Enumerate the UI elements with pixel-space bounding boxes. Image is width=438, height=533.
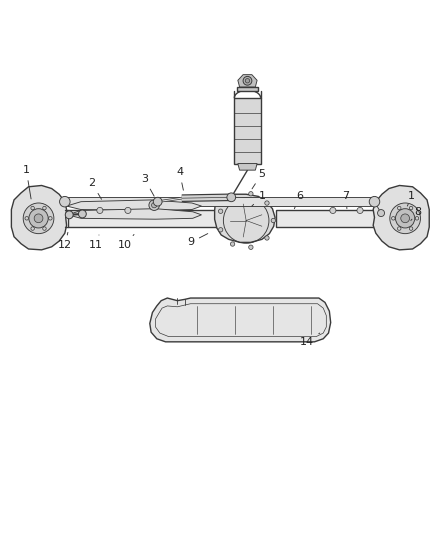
Text: 3: 3: [141, 174, 154, 196]
Circle shape: [230, 242, 235, 246]
Text: 7: 7: [343, 191, 350, 209]
Circle shape: [219, 228, 223, 232]
Text: 11: 11: [88, 235, 102, 251]
Text: 1: 1: [23, 165, 31, 199]
Circle shape: [230, 195, 235, 199]
Circle shape: [245, 78, 250, 83]
Text: 1: 1: [407, 191, 415, 206]
Circle shape: [390, 203, 420, 233]
Polygon shape: [67, 200, 201, 211]
Circle shape: [271, 219, 276, 223]
Polygon shape: [11, 185, 67, 250]
Circle shape: [243, 76, 252, 85]
Text: 5: 5: [252, 168, 265, 189]
Circle shape: [378, 209, 385, 216]
Text: 12: 12: [58, 232, 72, 251]
Text: 8: 8: [411, 207, 422, 221]
Circle shape: [357, 207, 363, 214]
Circle shape: [265, 236, 269, 240]
Text: 6: 6: [294, 191, 304, 209]
Polygon shape: [65, 197, 374, 206]
Circle shape: [97, 207, 103, 214]
Polygon shape: [238, 75, 257, 87]
Circle shape: [152, 203, 157, 208]
Circle shape: [60, 197, 70, 207]
Circle shape: [249, 245, 253, 249]
Text: 9: 9: [187, 233, 208, 247]
Polygon shape: [234, 98, 261, 164]
Circle shape: [153, 197, 162, 206]
Circle shape: [396, 209, 415, 228]
Circle shape: [249, 191, 253, 196]
Polygon shape: [68, 209, 201, 219]
Circle shape: [401, 214, 410, 223]
Polygon shape: [237, 87, 258, 91]
Circle shape: [23, 203, 54, 233]
Polygon shape: [68, 209, 217, 227]
Text: 1: 1: [252, 191, 265, 206]
Circle shape: [227, 193, 236, 201]
Text: 10: 10: [118, 235, 134, 251]
Text: 2: 2: [88, 178, 102, 199]
Circle shape: [125, 207, 131, 214]
Circle shape: [330, 207, 336, 214]
Polygon shape: [150, 298, 331, 342]
Polygon shape: [373, 185, 429, 250]
Circle shape: [265, 201, 269, 205]
Circle shape: [29, 209, 48, 228]
Circle shape: [65, 211, 73, 219]
Circle shape: [219, 209, 223, 213]
Polygon shape: [215, 194, 275, 243]
Circle shape: [34, 214, 43, 223]
Circle shape: [149, 200, 159, 211]
Circle shape: [369, 197, 380, 207]
Polygon shape: [238, 164, 257, 170]
Polygon shape: [276, 209, 381, 227]
Text: 4: 4: [176, 167, 184, 190]
Text: 14: 14: [300, 333, 320, 347]
Circle shape: [78, 210, 86, 218]
